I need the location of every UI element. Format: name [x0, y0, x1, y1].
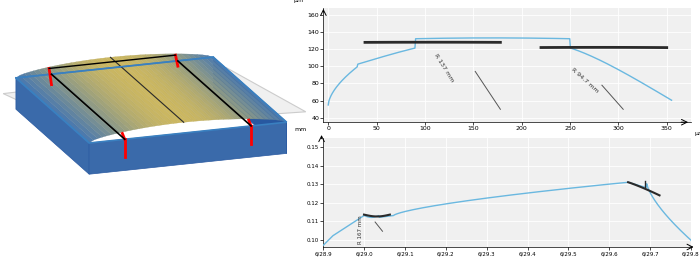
Polygon shape [197, 54, 275, 120]
Polygon shape [155, 54, 234, 119]
Polygon shape [150, 54, 229, 119]
Text: R 137 mm: R 137 mm [433, 53, 455, 83]
Text: R 167 mm: R 167 mm [358, 215, 363, 244]
Polygon shape [202, 55, 281, 120]
Polygon shape [101, 58, 178, 124]
Polygon shape [192, 54, 270, 119]
Polygon shape [130, 55, 209, 121]
Polygon shape [4, 68, 306, 127]
Polygon shape [186, 54, 265, 119]
Text: μm: μm [694, 131, 700, 136]
Polygon shape [141, 55, 218, 120]
Polygon shape [176, 54, 254, 119]
Polygon shape [160, 54, 239, 119]
Polygon shape [89, 122, 287, 174]
Polygon shape [16, 78, 89, 174]
Polygon shape [25, 72, 102, 139]
Text: R 94.7 mm: R 94.7 mm [570, 67, 599, 93]
Polygon shape [125, 56, 204, 121]
Polygon shape [116, 56, 194, 122]
Polygon shape [66, 63, 145, 128]
Text: μm: μm [294, 0, 304, 3]
Polygon shape [20, 74, 98, 140]
Polygon shape [106, 57, 183, 123]
Polygon shape [34, 70, 111, 136]
Polygon shape [52, 65, 130, 131]
Polygon shape [76, 61, 155, 127]
Text: mm: mm [294, 127, 307, 132]
Polygon shape [57, 64, 135, 130]
Polygon shape [62, 63, 140, 129]
Polygon shape [120, 56, 199, 121]
Polygon shape [48, 66, 125, 132]
Polygon shape [43, 67, 121, 133]
Polygon shape [207, 55, 286, 122]
Polygon shape [96, 58, 174, 124]
Polygon shape [16, 75, 93, 143]
Polygon shape [135, 55, 214, 120]
Polygon shape [171, 54, 249, 119]
Polygon shape [86, 60, 164, 125]
Polygon shape [214, 57, 287, 153]
Polygon shape [146, 54, 224, 120]
Polygon shape [166, 54, 244, 119]
Polygon shape [181, 54, 260, 119]
Polygon shape [38, 68, 116, 135]
Polygon shape [81, 60, 159, 126]
Polygon shape [91, 59, 169, 125]
Polygon shape [71, 62, 150, 128]
Polygon shape [29, 71, 107, 137]
Polygon shape [111, 57, 189, 122]
